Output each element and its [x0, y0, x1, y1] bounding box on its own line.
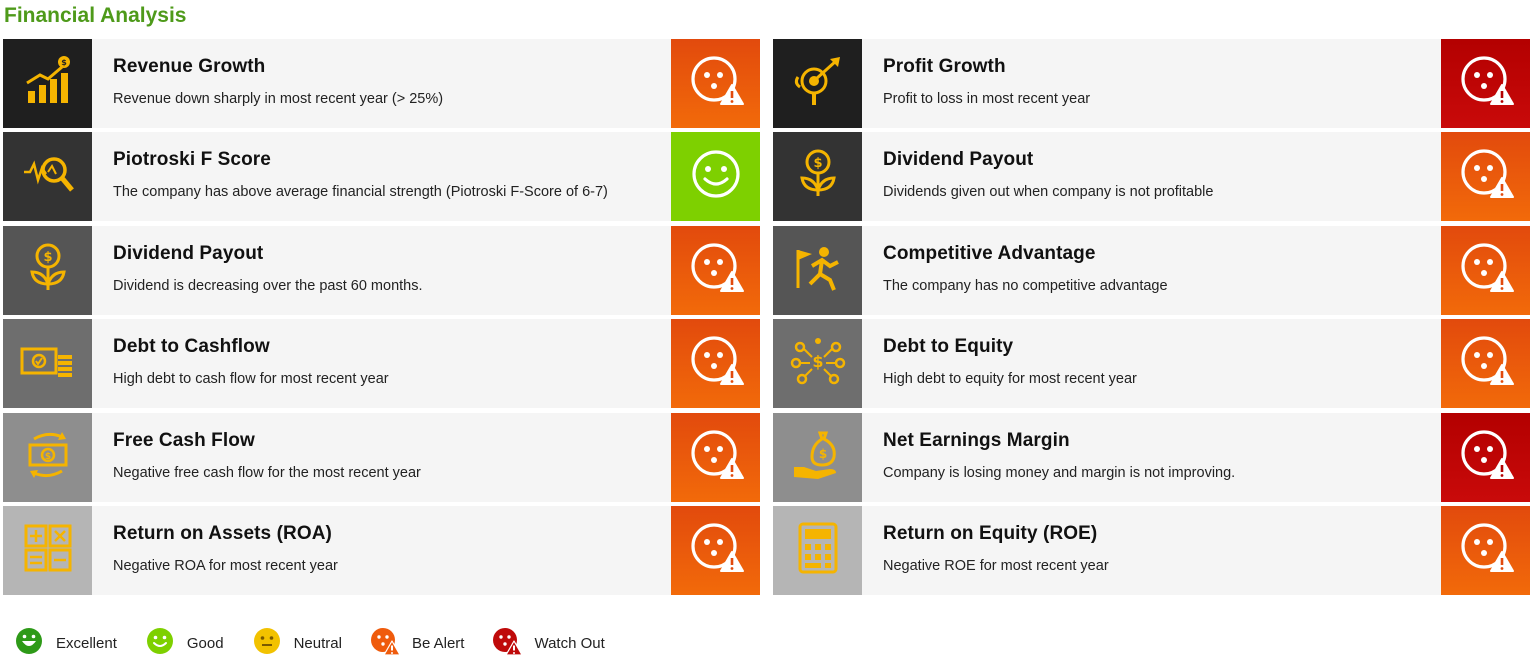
svg-text:$: $ — [44, 452, 50, 462]
status-legend: Excellent Good Neutral Be Alert Watch Ou… — [14, 627, 633, 659]
status-badge — [1441, 39, 1530, 128]
card-title: Revenue Growth — [113, 56, 266, 77]
card-title: Return on Equity (ROE) — [883, 522, 1098, 544]
status-badge — [1441, 225, 1530, 315]
status-badge — [1441, 412, 1530, 502]
dollar-network-icon: $ — [790, 333, 846, 394]
analysis-card: $ Dividend Payout Dividend is decreasing… — [3, 225, 760, 315]
be-alert-face-icon — [687, 332, 745, 395]
runner-flag-icon — [790, 240, 846, 301]
legend-item: Good — [145, 626, 224, 660]
watch-out-face-icon — [492, 626, 534, 660]
money-bag-hand-icon: $ — [790, 427, 846, 488]
analysis-card: $ Revenue Growth Revenue down sharply in… — [3, 39, 760, 128]
status-badge — [671, 225, 760, 315]
card-title: Debt to Equity — [883, 336, 1014, 358]
card-description: Dividends given out when company is not … — [883, 184, 1214, 201]
neutral-face-icon — [252, 626, 294, 660]
analysis-card: Return on Equity (ROE) Negative ROE for … — [773, 505, 1530, 595]
status-badge — [1441, 505, 1530, 595]
legend-label: Be Alert — [411, 634, 465, 652]
svg-text:$: $ — [812, 352, 823, 371]
analysis-grid: $ Revenue Growth Revenue down sharply in… — [3, 39, 1530, 595]
money-plant-icon: $ — [790, 146, 846, 207]
card-description: Negative ROA for most recent year — [113, 557, 338, 574]
svg-text:$: $ — [61, 58, 67, 67]
card-description: Negative free cash flow for the most rec… — [113, 464, 421, 481]
status-badge — [671, 505, 760, 595]
card-description: Profit to loss in most recent year — [883, 91, 1091, 107]
page-title: Financial Analysis — [4, 4, 187, 27]
be-alert-face-icon — [687, 519, 745, 582]
svg-text:$: $ — [43, 250, 52, 265]
card-description: Revenue down sharply in most recent year… — [113, 91, 444, 107]
be-alert-face-icon — [370, 626, 412, 660]
be-alert-face-icon — [1457, 239, 1515, 302]
svg-text:$: $ — [818, 447, 826, 461]
analysis-card: Debt to Cashflow High debt to cash flow … — [3, 319, 760, 409]
analysis-card: Piotroski F Score The company has above … — [3, 132, 760, 222]
legend-label: Neutral — [293, 634, 342, 652]
card-title: Dividend Payout — [113, 242, 264, 264]
money-plant-icon: $ — [20, 240, 76, 301]
be-alert-face-icon — [687, 239, 745, 302]
status-badge — [671, 319, 760, 409]
svg-text:$: $ — [813, 156, 822, 171]
analysis-card: $ Free Cash Flow Negative free cash flow… — [3, 412, 760, 502]
watch-out-face-icon — [1457, 426, 1515, 489]
legend-label: Good — [186, 634, 224, 652]
status-badge — [1441, 132, 1530, 222]
good-face-icon — [687, 145, 745, 208]
status-badge — [671, 412, 760, 502]
card-title: Dividend Payout — [883, 149, 1034, 171]
card-title: Free Cash Flow — [113, 429, 255, 451]
analysis-card: $ Dividend Payout Dividends given out wh… — [773, 132, 1530, 222]
analysis-card: Competitive Advantage The company has no… — [773, 225, 1530, 315]
card-title: Competitive Advantage — [883, 242, 1096, 264]
be-alert-face-icon — [687, 426, 745, 489]
be-alert-face-icon — [1457, 145, 1515, 208]
watch-out-face-icon — [1457, 52, 1515, 115]
card-description: The company has above average financial … — [113, 184, 608, 201]
card-description: Negative ROE for most recent year — [883, 557, 1109, 574]
analysis-card: $ Debt to Equity High debt to equity for… — [773, 319, 1530, 409]
be-alert-face-icon — [1457, 332, 1515, 395]
card-title: Profit Growth — [883, 56, 1006, 77]
legend-label: Excellent — [56, 634, 117, 652]
analysis-card: Profit Growth Profit to loss in most rec… — [773, 39, 1530, 128]
profit-growth-icon — [790, 53, 846, 114]
card-title: Debt to Cashflow — [113, 336, 270, 358]
analysis-card: $ Net Earnings Margin Company is losing … — [773, 412, 1530, 502]
be-alert-face-icon — [1457, 519, 1515, 582]
legend-item: Watch Out — [492, 626, 605, 660]
calculator-icon — [790, 520, 846, 581]
status-badge — [671, 39, 760, 128]
legend-item: Neutral — [252, 626, 342, 660]
legend-item: Excellent — [14, 626, 117, 660]
legend-label: Watch Out — [534, 634, 605, 652]
card-title: Net Earnings Margin — [883, 429, 1070, 451]
analysis-card: Return on Assets (ROA) Negative ROA for … — [3, 505, 760, 595]
card-description: Dividend is decreasing over the past 60 … — [113, 277, 423, 294]
magnifier-chart-icon — [20, 146, 76, 207]
status-badge — [1441, 319, 1530, 409]
cash-coins-icon — [20, 333, 76, 394]
card-description: Company is losing money and margin is no… — [883, 464, 1236, 481]
excellent-face-icon — [14, 626, 56, 660]
card-description: High debt to cash flow for most recent y… — [113, 371, 389, 388]
revenue-growth-icon: $ — [20, 53, 76, 114]
calculator-symbols-icon — [20, 520, 76, 581]
good-face-icon — [145, 626, 187, 660]
card-description: The company has no competitive advantage — [883, 277, 1168, 294]
legend-item: Be Alert — [370, 626, 465, 660]
card-description: High debt to equity for most recent year — [883, 371, 1137, 388]
card-title: Piotroski F Score — [113, 149, 271, 171]
cash-cycle-icon: $ — [20, 427, 76, 488]
card-title: Return on Assets (ROA) — [113, 522, 332, 544]
be-alert-face-icon — [687, 52, 745, 115]
status-badge — [671, 132, 760, 222]
